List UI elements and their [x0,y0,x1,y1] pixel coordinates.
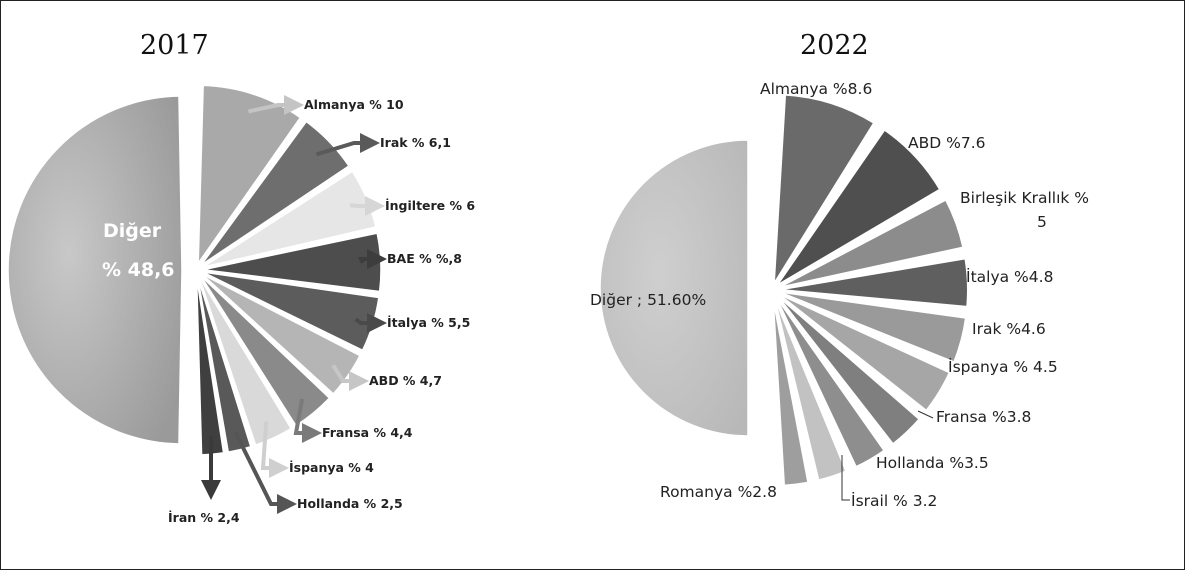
leader-2022-israil [841,455,850,501]
label-2017-fransa-4-4: Fransa % 4,4 [322,425,413,440]
label-2017-irak-6-1: Irak % 6,1 [380,135,451,150]
slice-2017-shape [201,273,361,395]
label-2022-i-spanya-4-5: İspanya % 4.5 [948,357,1058,376]
chart-2017-title: 2017 [140,30,209,61]
slice-2017-shape [197,84,302,266]
arrow-2017-hollanda-2-5 [233,431,297,514]
slice-2022-romanya-2-8 [771,295,810,487]
slice-2022-hollanda-3-5 [774,294,886,469]
slice-2017-shape [200,120,350,266]
slice-2022-shape [774,294,886,469]
pie-2022: Almanya %8.6 ABD %7.6 Birleşik Krallık % 5 İ… [590,80,1089,510]
label-2022-irak-4-6: Irak %4.6 [972,320,1046,338]
label-2017-bae-8: BAE % %,8 [387,251,462,266]
pie-2017: Almanya % 10 Irak % 6,1 İngiltere % 6 BAE %… [7,84,475,525]
label-2017-i-ran-2-4: İran % 2,4 [168,510,240,525]
label-2017-i-ngiltere-6: İngiltere % 6 [385,198,475,213]
slice-2022-abd-7-6 [775,128,942,287]
label-2022-romanya-2-8: Romanya %2.8 [660,483,777,501]
slice-2022-shape [777,290,968,364]
slice-2017-almanya-10 [197,84,302,266]
slice-2022-i-spanya-4-5 [776,292,952,413]
slice-2017-hollanda-2-5 [196,276,252,454]
slice-2022-diger [599,139,749,437]
leader-2022-fransa [917,410,934,419]
slice-2017-irak-6-1 [200,120,350,266]
slice-2022-shape [776,292,952,413]
slice-2017-diger [7,95,183,445]
label-2017-almanya-10: Almanya % 10 [304,97,404,112]
slice-2022-shape [775,128,942,287]
slice-2022-shape [772,93,876,285]
slice-2022-fransa-3-8 [775,293,921,446]
arrow-2017-fransa-4-4 [293,398,322,443]
slice-2022-i-srail-3-2 [772,295,848,482]
label-2017-i-talya-5-5: İtalya % 5,5 [387,315,470,330]
slice-2022-shape [771,295,810,487]
slice-2022-irak-4-6 [777,290,968,364]
label-2022-i-srail-3-2: İsrail % 3.2 [851,491,937,510]
arrow-2017-abd-4-7 [331,364,369,391]
slice-2017-i-spanya-4 [198,275,293,447]
label-2022-birle-ik-krall-k-5: Birleşik Krallık % 5 [960,189,1089,231]
slice-2022-birle-ik-krall-k-5 [777,198,965,289]
arrow-2017-irak-6-1 [315,133,380,157]
arrow-2017-bae-8 [357,249,387,269]
slice-2022-shape [777,198,965,289]
slice-2017-abd-4-7 [201,273,361,395]
chart-2022-title: 2022 [800,30,869,61]
arrow-2017-i-spanya-4 [260,421,289,478]
label-2022-almanya-8-6: Almanya %8.6 [760,80,872,98]
label-2022-abd-7-6: ABD %7.6 [908,134,985,152]
label-2017-hollanda-2-5: Hollanda % 2,5 [297,496,403,511]
slice-2022-diger-shape [599,139,749,437]
label-2022-i-talya-4-8: İtalya %4.8 [966,267,1053,286]
slice-2017-shape [196,276,252,454]
slice-2017-diger-shape [7,95,183,445]
label-2017-diger-value: % 48,6 [102,259,175,281]
slice-2022-shape [775,293,921,446]
arrow-2017-almanya-10 [248,95,304,115]
slice-2022-i-talya-4-8 [777,257,969,308]
label-2017-diger-name: Diğer [103,220,162,242]
label-2022-diger: Diğer ; 51.60% [590,291,706,309]
slice-2017-shape [198,275,293,447]
slice-2022-shape [777,257,969,308]
label-2017-abd-4-7: ABD % 4,7 [369,373,442,388]
label-2022-fransa-3-8: Fransa %3.8 [936,408,1031,426]
arrow-2017-i-ngiltere-6 [349,196,385,216]
slice-2022-shape [772,295,848,482]
label-2022-hollanda-3-5: Hollanda %3.5 [876,454,989,472]
slice-2022-almanya-8-6 [772,93,876,285]
label-2017-i-spanya-4: İspanya % 4 [289,460,374,475]
arrow-2017-i-talya-5-5 [354,313,387,333]
